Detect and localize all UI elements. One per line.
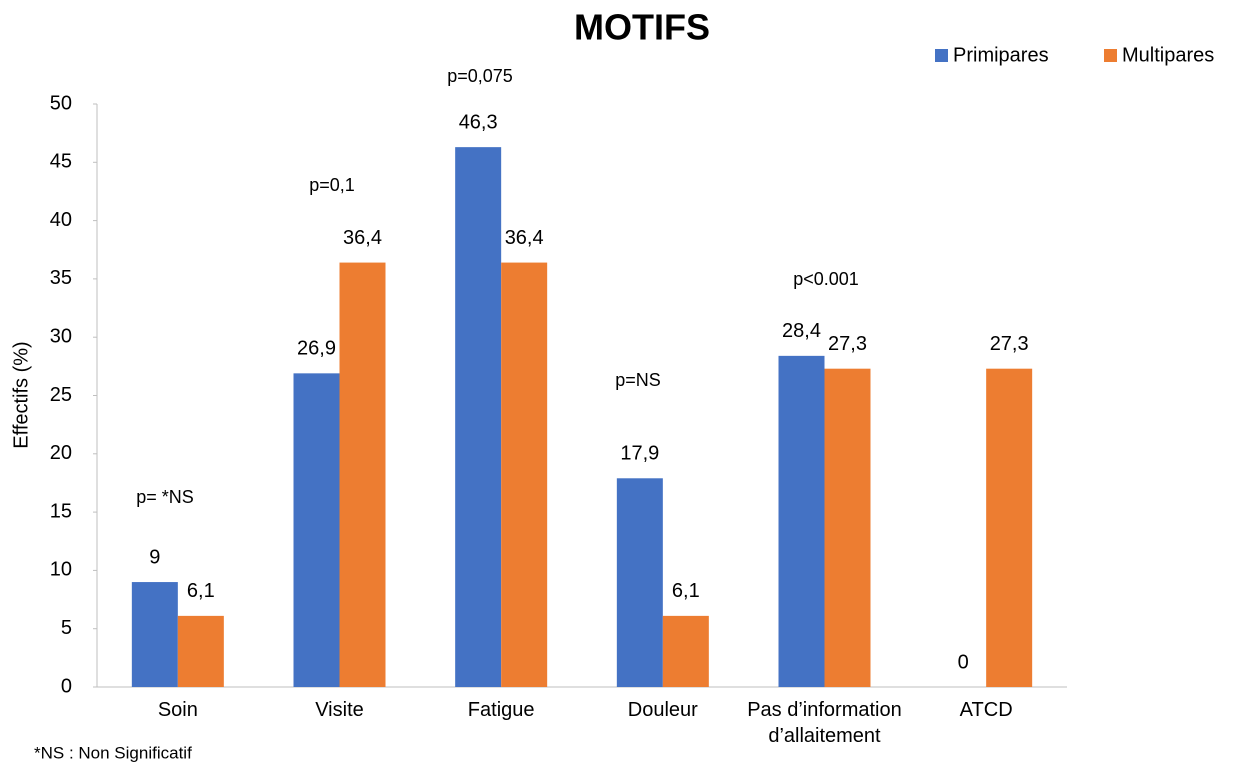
y-tick-label: 15 <box>50 500 72 522</box>
legend-label: Multipares <box>1122 44 1214 66</box>
bar <box>455 147 502 688</box>
bar <box>662 615 709 687</box>
x-tick-label: Pas d’information d’allaitement <box>747 699 902 747</box>
data-label: 17,9 <box>620 443 659 465</box>
data-label: 6,1 <box>187 580 215 602</box>
y-tick-label: 35 <box>50 267 72 289</box>
y-axis-title: Effectifs (%) <box>10 341 32 448</box>
data-label: 36,4 <box>343 227 382 249</box>
bar <box>824 368 871 687</box>
bar <box>177 615 224 687</box>
bar <box>986 368 1033 687</box>
bar <box>293 373 340 687</box>
legend-swatch <box>1104 49 1117 62</box>
x-tick-label-box: Fatigue <box>467 699 535 721</box>
bar <box>501 262 548 687</box>
x-tick-label: Soin <box>157 699 198 721</box>
bar <box>131 582 178 687</box>
x-tick-label-box: Visite <box>315 699 364 721</box>
chart-title: MOTIFS <box>574 7 710 48</box>
x-tick-label: Douleur <box>627 699 698 721</box>
y-tick-label: 30 <box>50 325 72 347</box>
y-tick-label: 25 <box>50 384 72 406</box>
y-tick-label: 5 <box>61 617 72 639</box>
data-label: 46,3 <box>459 111 498 133</box>
data-label: 28,4 <box>782 320 821 342</box>
bar <box>339 262 386 687</box>
x-tick-label-box: ATCD <box>959 699 1013 721</box>
legend-label: Primipares <box>953 44 1049 66</box>
annotation: p=NS <box>615 370 661 390</box>
annotation: p=0,1 <box>309 175 355 195</box>
x-tick-label: Visite <box>315 699 364 721</box>
footnote: *NS : Non Significatif <box>34 743 192 762</box>
data-label: 0 <box>958 651 969 673</box>
x-tick-label: Fatigue <box>467 699 535 721</box>
annotation: p=0,075 <box>447 66 513 86</box>
x-tick-label-box: Soin <box>157 699 198 721</box>
data-label: 27,3 <box>990 333 1029 355</box>
data-label: 26,9 <box>297 338 336 360</box>
legend-swatch <box>935 49 948 62</box>
bar <box>778 355 825 687</box>
annotation: p= *NS <box>136 487 194 507</box>
y-tick-label: 50 <box>50 92 72 114</box>
y-tick-label: 40 <box>50 209 72 231</box>
y-tick-label: 20 <box>50 442 72 464</box>
data-label: 6,1 <box>672 580 700 602</box>
y-tick-label: 45 <box>50 151 72 173</box>
data-label: 36,4 <box>505 227 544 249</box>
annotation: p<0.001 <box>793 269 859 289</box>
bar <box>616 478 663 687</box>
data-label: 27,3 <box>828 333 867 355</box>
y-tick-label: 10 <box>50 559 72 581</box>
x-tick-label: ATCD <box>959 699 1013 721</box>
x-tick-label-box: Douleur <box>627 699 698 721</box>
x-tick-label-box: Pas d’information d’allaitement <box>747 699 902 747</box>
y-tick-label: 0 <box>61 675 72 697</box>
data-label: 9 <box>149 546 160 568</box>
